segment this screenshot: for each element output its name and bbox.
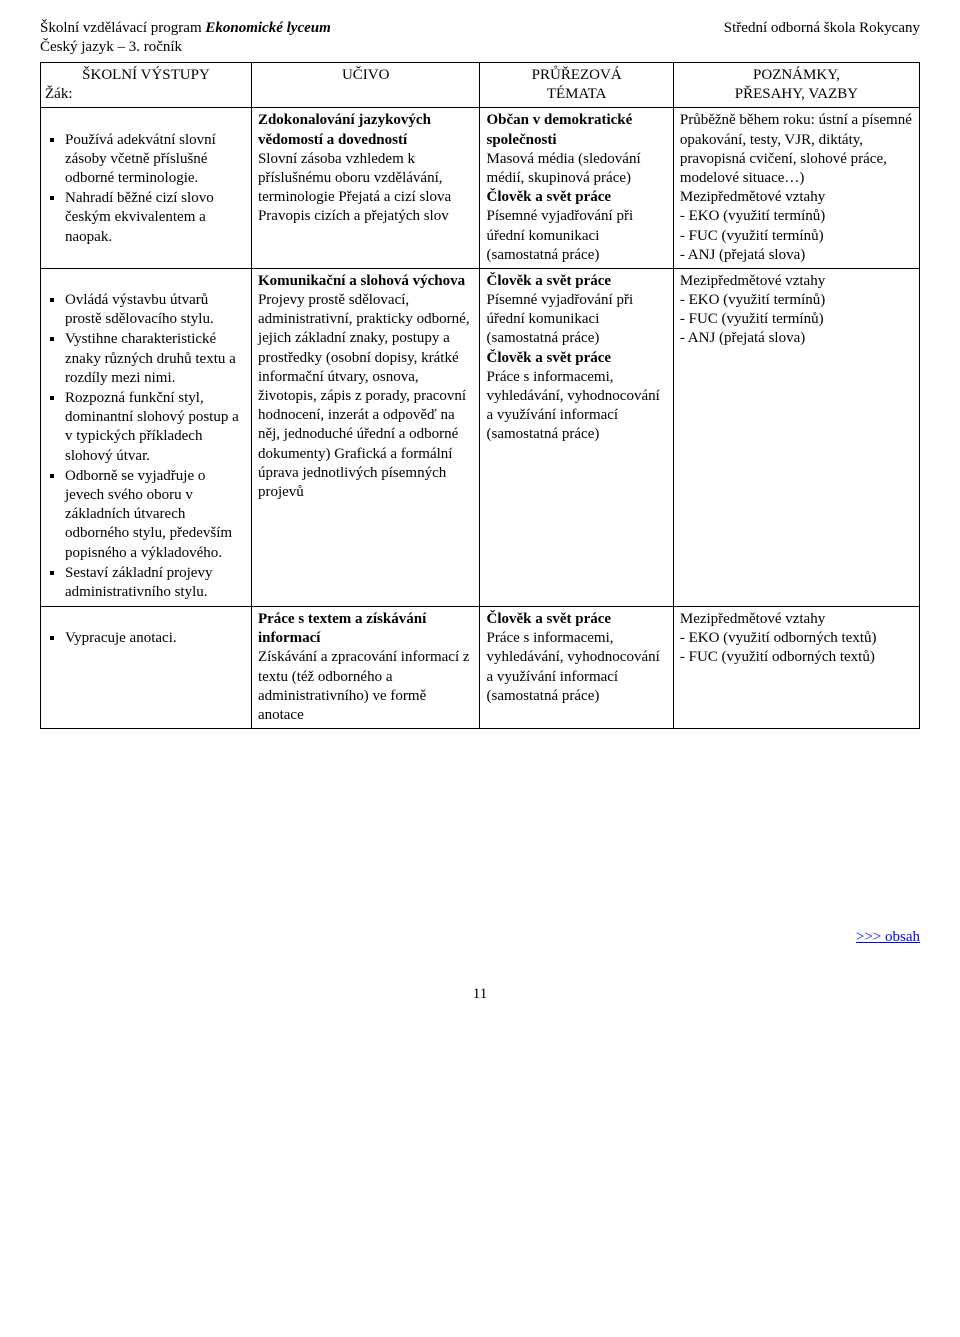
- header-sub: Český jazyk – 3. ročník: [40, 39, 920, 56]
- poznamky-line: Mezipředmětové vztahy: [680, 273, 825, 289]
- vystupy-list: Používá adekvátní slovní zásoby včetně p…: [47, 131, 245, 247]
- col-header-temata-line2: TÉMATA: [484, 85, 668, 104]
- poznamky-line: Mezipředmětové vztahy: [680, 611, 825, 627]
- vystupy-list: Ovládá výstavbu útvarů prostě sdělovacíh…: [47, 291, 245, 602]
- cell-poznamky: Mezipředmětové vztahy - EKO (využití ter…: [673, 268, 919, 606]
- list-item: Vystihne charakteristické znaky různých …: [65, 330, 245, 388]
- list-item: Nahradí běžné cizí slovo českým ekvivale…: [65, 189, 245, 247]
- cell-poznamky: Mezipředmětové vztahy - EKO (využití odb…: [673, 607, 919, 729]
- list-item: Používá adekvátní slovní zásoby včetně p…: [65, 131, 245, 189]
- col-header-temata-line1: PRŮŘEZOVÁ: [484, 66, 668, 85]
- poznamky-line: - FUC (využití odborných textů): [680, 649, 875, 665]
- header-left: Školní vzdělávací program Ekonomické lyc…: [40, 20, 331, 37]
- col-header-poznamky-line2: PŘESAHY, VAZBY: [678, 85, 915, 104]
- page-number: 11: [40, 986, 920, 1003]
- col-header-vystupy-line1: ŠKOLNÍ VÝSTUPY: [45, 66, 247, 85]
- page-header: Školní vzdělávací program Ekonomické lyc…: [40, 20, 920, 37]
- temata-text: Písemné vyjadřování při úřední komunikac…: [486, 208, 633, 262]
- ucivo-heading: Práce s textem a získávání informací: [258, 611, 426, 646]
- temata-bold: Člověk a svět práce: [486, 611, 611, 627]
- ucivo-text: Projevy prostě sdělovací, administrativn…: [258, 292, 470, 500]
- col-header-ucivo: UČIVO: [251, 63, 480, 108]
- table-header-row: ŠKOLNÍ VÝSTUPY Žák: UČIVO PRŮŘEZOVÁ TÉMA…: [41, 63, 920, 108]
- ucivo-text: Slovní zásoba vzhledem k příslušnému obo…: [258, 151, 451, 225]
- table-row: Používá adekvátní slovní zásoby včetně p…: [41, 108, 920, 269]
- vystupy-list: Vypracuje anotaci.: [47, 629, 245, 648]
- list-item: Vypracuje anotaci.: [65, 629, 245, 648]
- poznamky-line: - ANJ (přejatá slova): [680, 247, 805, 263]
- cell-temata: Občan v demokratické společnosti Masová …: [480, 108, 673, 269]
- curriculum-table: ŠKOLNÍ VÝSTUPY Žák: UČIVO PRŮŘEZOVÁ TÉMA…: [40, 62, 920, 729]
- page: Školní vzdělávací program Ekonomické lyc…: [0, 0, 960, 1043]
- header-left-prefix: Školní vzdělávací program: [40, 20, 205, 36]
- poznamky-line: - FUC (využití termínů): [680, 311, 824, 327]
- col-header-poznamky-line1: POZNÁMKY,: [678, 66, 915, 85]
- list-item: Ovládá výstavbu útvarů prostě sdělovacíh…: [65, 291, 245, 329]
- temata-bold: Člověk a svět práce: [486, 350, 611, 366]
- poznamky-line: - ANJ (přejatá slova): [680, 330, 805, 346]
- cell-ucivo: Komunikační a slohová výchova Projevy pr…: [251, 268, 480, 606]
- cell-ucivo: Zdokonalování jazykových vědomostí a dov…: [251, 108, 480, 269]
- cell-temata: Člověk a svět práce Písemné vyjadřování …: [480, 268, 673, 606]
- list-item: Sestaví základní projevy administrativní…: [65, 564, 245, 602]
- col-header-vystupy: ŠKOLNÍ VÝSTUPY Žák:: [41, 63, 252, 108]
- temata-bold: Člověk a svět práce: [486, 189, 611, 205]
- poznamky-line: - FUC (využití termínů): [680, 228, 824, 244]
- ucivo-heading: Zdokonalování jazykových vědomostí a dov…: [258, 112, 431, 147]
- header-right: Střední odborná škola Rokycany: [724, 20, 920, 37]
- list-item: Odborně se vyjadřuje o jevech svého obor…: [65, 467, 245, 563]
- temata-text: Práce s informacemi, vyhledávání, vyhodn…: [486, 630, 659, 704]
- poznamky-line: - EKO (využití termínů): [680, 292, 825, 308]
- list-item: Rozpozná funkční styl, dominantní slohov…: [65, 389, 245, 466]
- cell-vystupy: Používá adekvátní slovní zásoby včetně p…: [41, 108, 252, 269]
- cell-vystupy: Ovládá výstavbu útvarů prostě sdělovacíh…: [41, 268, 252, 606]
- cell-ucivo: Práce s textem a získávání informací Zís…: [251, 607, 480, 729]
- temata-text: Práce s informacemi, vyhledávání, vyhodn…: [486, 369, 659, 443]
- poznamky-line: - EKO (využití odborných textů): [680, 630, 877, 646]
- cell-vystupy: Vypracuje anotaci.: [41, 607, 252, 729]
- col-header-poznamky: POZNÁMKY, PŘESAHY, VAZBY: [673, 63, 919, 108]
- ucivo-heading: Komunikační a slohová výchova: [258, 273, 465, 289]
- temata-bold: Občan v demokratické společnosti: [486, 112, 632, 147]
- poznamky-line: - EKO (využití termínů): [680, 208, 825, 224]
- table-row: Ovládá výstavbu útvarů prostě sdělovacíh…: [41, 268, 920, 606]
- ucivo-text: Získávání a zpracování informací z textu…: [258, 649, 470, 723]
- col-header-temata: PRŮŘEZOVÁ TÉMATA: [480, 63, 673, 108]
- temata-text: Masová média (sledování médií, skupinová…: [486, 151, 640, 186]
- table-row: Vypracuje anotaci. Práce s textem a získ…: [41, 607, 920, 729]
- col-header-ucivo-text: UČIVO: [256, 66, 476, 85]
- cell-temata: Člověk a svět práce Práce s informacemi,…: [480, 607, 673, 729]
- cell-poznamky: Průběžně během roku: ústní a písemné opa…: [673, 108, 919, 269]
- obsah-link[interactable]: >>> obsah: [40, 929, 920, 946]
- col-header-vystupy-line2: Žák:: [45, 85, 247, 104]
- temata-text: Písemné vyjadřování při úřední komunikac…: [486, 292, 633, 346]
- poznamky-line: Mezipředmětové vztahy: [680, 189, 825, 205]
- poznamky-line: Průběžně během roku: ústní a písemné opa…: [680, 112, 912, 186]
- header-left-program: Ekonomické lyceum: [205, 20, 330, 36]
- temata-bold: Člověk a svět práce: [486, 273, 611, 289]
